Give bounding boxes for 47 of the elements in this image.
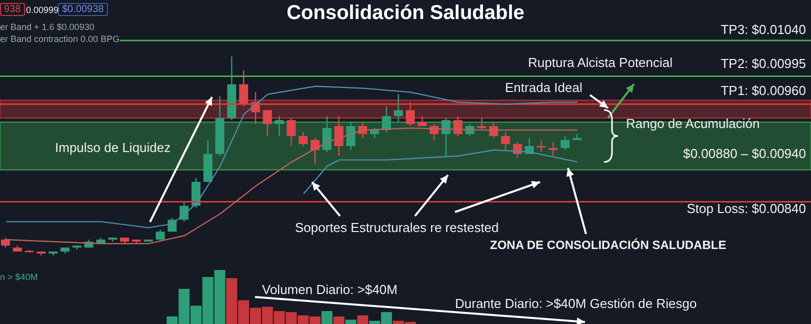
annotation: Entrada Ideal	[505, 80, 582, 95]
text: er Band + 1.6 $0.00930	[0, 22, 94, 32]
text: TP3: $0.01040	[720, 22, 806, 37]
text: TP2: $0.00995	[720, 56, 806, 71]
annotation: Durante Diario: >$40M Gestión de Riesgo	[455, 296, 697, 311]
annotation: Impulso de Liquidez	[55, 140, 171, 155]
text: Stop Loss: $0.00840	[686, 201, 806, 216]
candlestick	[394, 94, 403, 123]
candlestick	[1, 237, 10, 248]
bar	[357, 315, 368, 324]
text: 0.00999	[26, 5, 59, 15]
text: $0.00880 – $0.00940	[683, 146, 806, 161]
candlestick	[382, 106, 391, 133]
text: er Band contraction 0.00 BPG	[0, 34, 120, 44]
candlestick	[298, 131, 308, 147]
candlestick	[536, 140, 546, 152]
text: $0.00938	[58, 3, 108, 16]
candlestick	[334, 116, 344, 157]
candlestick	[286, 118, 296, 147]
candlestick	[560, 135, 570, 151]
text: 938	[0, 3, 25, 16]
candlestick	[310, 137, 320, 165]
candlestick	[442, 118, 450, 157]
candlestick	[406, 102, 415, 127]
bar	[345, 320, 356, 324]
candlestick	[156, 229, 165, 242]
candlestick	[346, 122, 356, 151]
candlestick	[501, 131, 510, 151]
candlestick	[370, 127, 380, 139]
text: TP1: $0.00960	[720, 83, 806, 98]
candlestick	[548, 141, 558, 157]
candlestick	[239, 70, 248, 107]
candlestick	[262, 110, 272, 137]
candlestick	[453, 116, 462, 137]
annotation: Volumen Diario: >$40M	[262, 282, 398, 297]
candlestick	[489, 122, 498, 139]
annotation: Ruptura Alcista Potencial	[528, 55, 673, 70]
bar	[321, 311, 332, 324]
text: Rango de Acumulación	[626, 116, 760, 131]
candlestick	[322, 116, 332, 153]
annotation: ZONA DE CONSOLIDACIÓN SALUDABLE	[490, 238, 726, 252]
chart-title: Consolidación Saludable	[286, 2, 524, 24]
annotation: Soportes Estructurales re restested	[295, 220, 499, 235]
candlestick	[477, 118, 486, 131]
annotation: n > $40M	[0, 272, 38, 282]
candlestick	[274, 116, 284, 137]
bar	[333, 316, 344, 324]
